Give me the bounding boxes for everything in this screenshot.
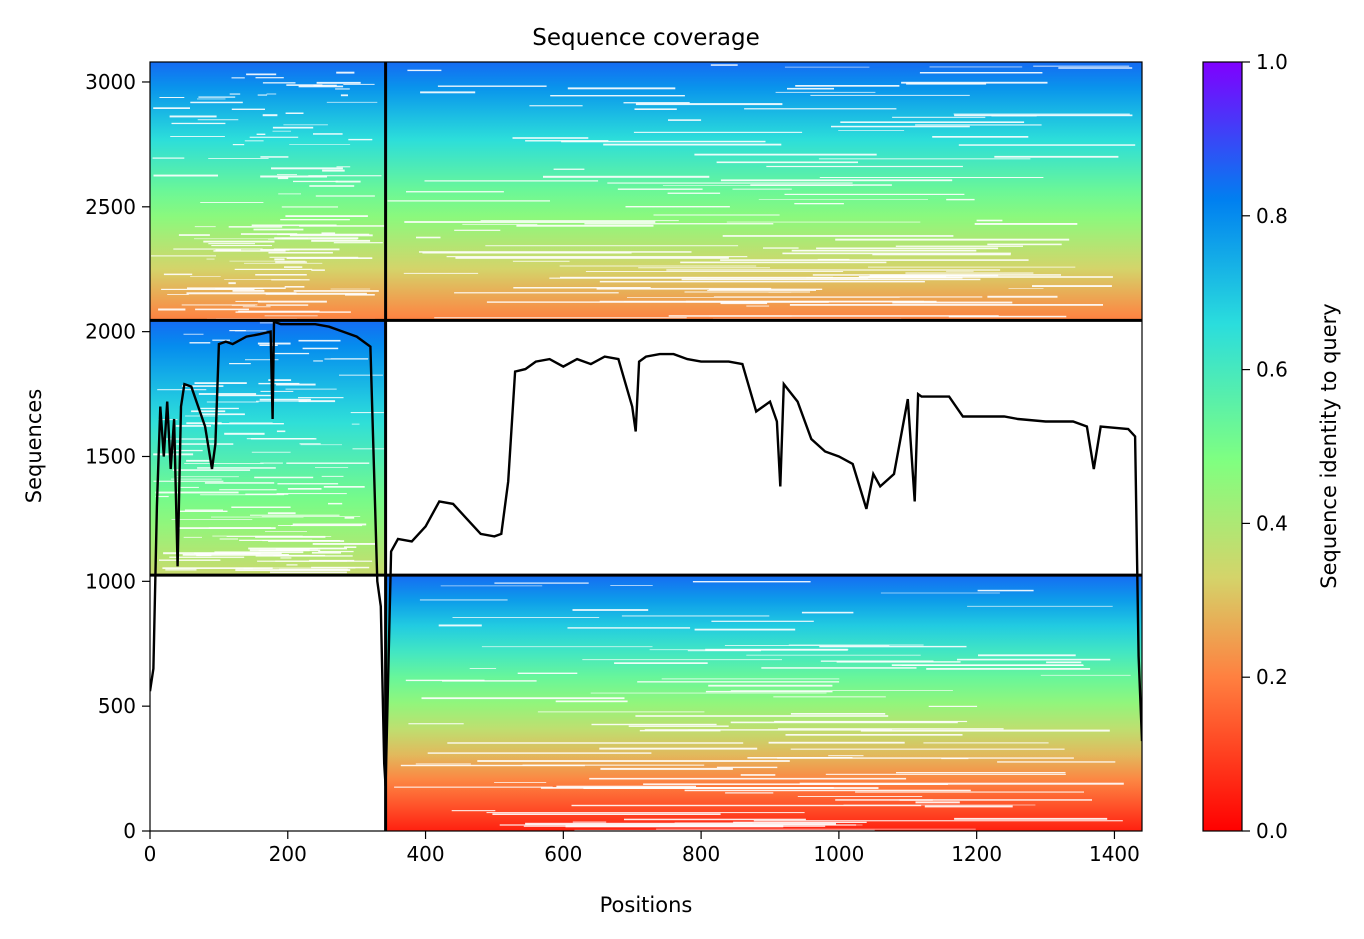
x-axis: 0 200 400 600 800 1000 1200 1400 [144,831,1140,866]
colorbar-tick-label: 0.2 [1256,665,1288,689]
coverage-block [150,320,386,576]
y-tick-label: 1000 [85,569,136,593]
x-tick-label: 400 [406,842,444,866]
y-tick-label: 1500 [85,444,136,468]
y-tick-label: 2000 [85,320,136,344]
domain-boundaries [150,62,1142,831]
colorbar [1202,61,1243,832]
x-axis-label: Positions [600,893,693,917]
x-tick-label: 200 [269,842,307,866]
chart-title: Sequence coverage [532,25,760,51]
colorbar-ticks: 0.0 0.2 0.4 0.6 0.8 1.0 [1242,50,1288,843]
colorbar-tick-label: 0.0 [1256,819,1288,843]
plot-area [150,62,1142,831]
colorbar-label: Sequence identity to query [1317,303,1341,588]
y-axis: 0 500 1000 1500 2000 2500 3000 [85,70,150,843]
x-tick-label: 0 [144,842,157,866]
y-tick-label: 3000 [85,70,136,94]
coverage-block [150,62,386,321]
x-tick-label: 1400 [1089,842,1140,866]
x-tick-label: 600 [544,842,582,866]
x-tick-label: 800 [682,842,720,866]
colorbar-tick-label: 1.0 [1256,50,1288,74]
coverage-line [150,319,1142,787]
y-tick-label: 2500 [85,195,136,219]
colorbar-tick-label: 0.8 [1256,204,1288,228]
colorbar-tick-label: 0.4 [1256,511,1288,535]
plot-frame [149,61,1143,832]
y-tick-label: 0 [123,819,136,843]
colorbar-tick-label: 0.6 [1256,358,1288,382]
x-tick-label: 1200 [951,842,1002,866]
y-tick-label: 500 [98,694,136,718]
y-axis-label: Sequences [22,389,46,504]
x-tick-label: 1000 [813,842,864,866]
